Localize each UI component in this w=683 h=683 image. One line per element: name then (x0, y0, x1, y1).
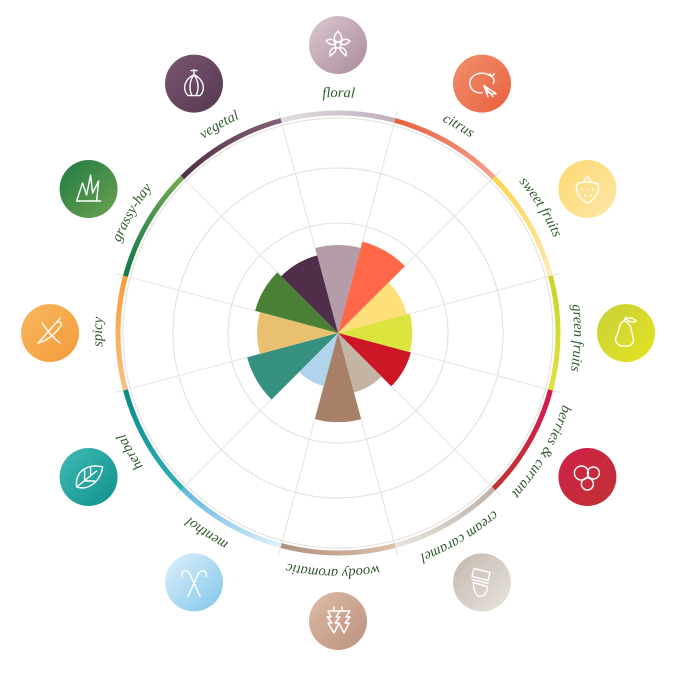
wedge-berries-currant (338, 333, 411, 387)
ring-arc (548, 275, 561, 391)
currant-badge (558, 448, 617, 506)
svg-text:spicy: spicy (90, 316, 107, 347)
onion-icon (183, 68, 205, 97)
ring-arc (123, 175, 185, 277)
ring-arc (123, 389, 185, 491)
grass-badge (59, 160, 118, 218)
wedge-cream-caramel (338, 333, 382, 393)
grid-circle (122, 117, 554, 549)
category-label: sweet fruits (516, 174, 565, 240)
badge-circle (165, 54, 223, 113)
svg-text:herbal: herbal (114, 432, 147, 473)
svg-text:sweet fruits: sweet fruits (516, 174, 565, 240)
wedge-menthol (299, 333, 338, 387)
outer-ring (115, 110, 561, 556)
wedge-herbal (247, 333, 338, 400)
category-icons (21, 16, 655, 650)
cream-icon (471, 567, 491, 598)
grid-circle (172, 167, 504, 499)
badge-circle (597, 304, 655, 362)
wedge-sweet-fruits (338, 282, 408, 333)
category-label: spicy (90, 316, 107, 347)
candy-cane-icon (180, 570, 208, 598)
onion-badge (165, 54, 223, 113)
leaf-icon (75, 465, 104, 489)
pear-badge (597, 304, 655, 362)
svg-text:floral: floral (322, 85, 355, 102)
currant-icon (573, 465, 601, 491)
pine-trees-badge (309, 592, 367, 650)
ring-arc (280, 543, 396, 556)
chili-pepper-icon (37, 317, 62, 344)
flower-icon (325, 30, 351, 57)
pear-icon (614, 316, 637, 347)
candy-cane-badge (165, 553, 223, 612)
cream-badge (453, 553, 511, 612)
wedges (247, 241, 413, 423)
flower-badge (309, 16, 367, 74)
ring-arc (491, 389, 553, 491)
pine-trees-icon (326, 606, 351, 634)
svg-text:green fruits: green fruits (567, 303, 586, 373)
grid-circle (227, 222, 449, 444)
wedge-vegetal (281, 255, 338, 333)
strawberry-icon (575, 175, 600, 204)
category-label: floral (322, 85, 355, 102)
ring-arc (180, 486, 282, 548)
svg-text:citrus: citrus (440, 110, 477, 141)
wedge-green-fruits (338, 313, 413, 353)
badge-circle (309, 592, 367, 650)
grass-icon (75, 174, 102, 202)
svg-text:woody aromatic: woody aromatic (284, 559, 381, 581)
wedge-woody-aromatic (314, 333, 362, 423)
category-label: herbal (114, 432, 147, 473)
wedge-floral (315, 245, 361, 333)
badge-circle (453, 54, 511, 113)
ring-arc (115, 275, 128, 391)
ring-arc (394, 118, 496, 180)
category-label: citrus (440, 110, 477, 141)
strawberry-badge (558, 160, 617, 218)
ring-arc (280, 110, 396, 123)
wedge-spicy (257, 312, 338, 354)
lemon-badge (453, 54, 511, 113)
badge-circle (59, 160, 118, 218)
wedge-citrus (338, 241, 405, 333)
badge-circle (309, 16, 367, 74)
ring-arc (180, 118, 282, 180)
ring-arc (491, 175, 553, 277)
ring-arc (394, 486, 496, 548)
leaf-badge (59, 448, 118, 506)
category-label: woody aromatic (284, 559, 381, 581)
lemon-icon (469, 72, 497, 98)
wedge-grassy-hay (255, 272, 338, 333)
chili-pepper-badge (21, 304, 79, 362)
category-label: green fruits (567, 303, 586, 373)
